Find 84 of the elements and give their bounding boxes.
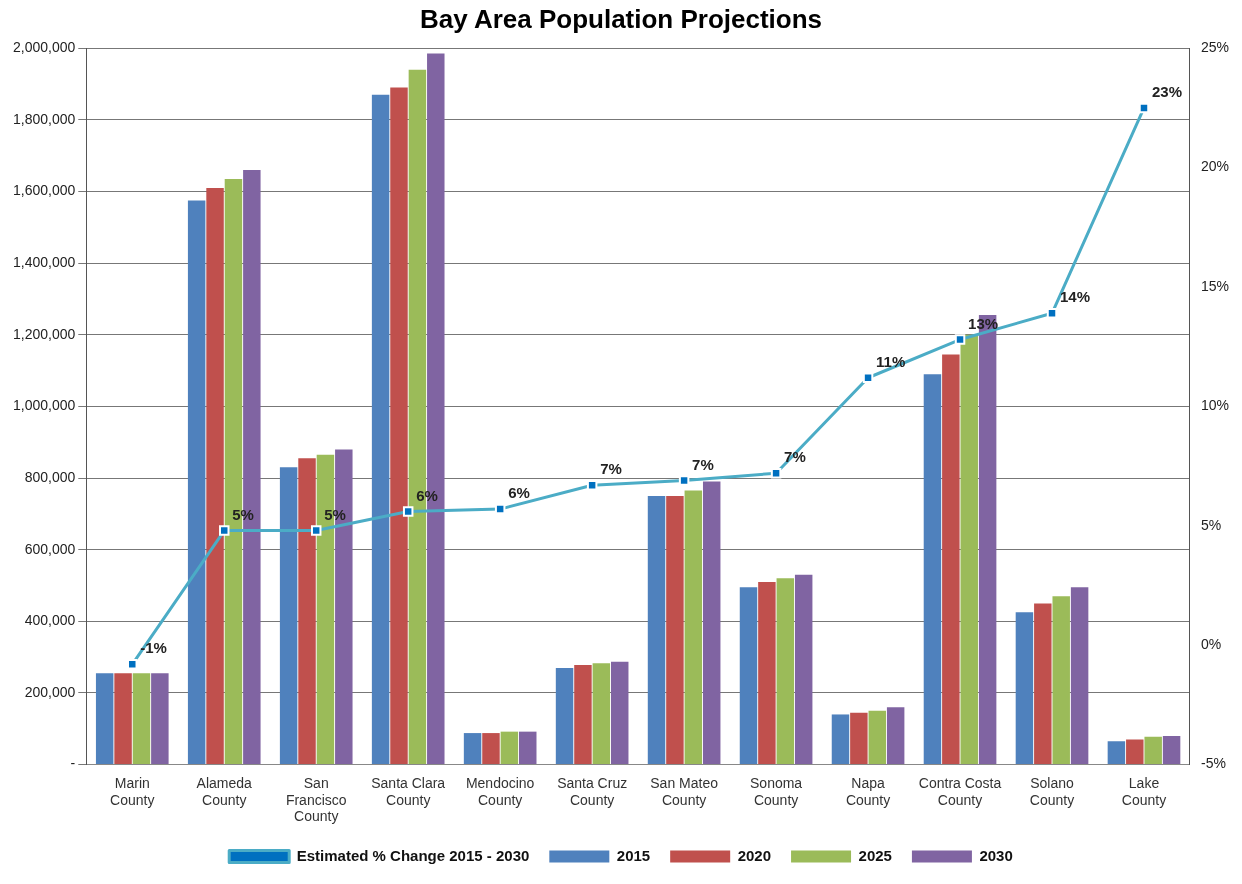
bar [666, 495, 684, 765]
bar [519, 731, 537, 765]
bar [1144, 736, 1162, 765]
x-tick-label: Alameda County [196, 774, 253, 808]
y-tick-label: 200,000 [24, 683, 76, 700]
bar [390, 87, 408, 765]
y2-tick-label: 10% [1200, 397, 1230, 414]
legend-label: 2025 [858, 846, 892, 864]
y2-tick-label: -5% [1200, 755, 1226, 772]
bar [831, 714, 850, 765]
y2-tick-label: 15% [1200, 277, 1230, 294]
bar [279, 467, 298, 765]
bar [1126, 739, 1144, 765]
bar [942, 354, 960, 765]
data-label: 7% [692, 455, 714, 473]
bar [1162, 735, 1181, 765]
chart-title: Bay Area Population Projections [419, 3, 823, 34]
y-tick-label: - [70, 755, 76, 772]
bar [482, 733, 500, 765]
x-tick-label: San Mateo County [650, 774, 719, 808]
x-tick-label: Solano County [1029, 774, 1075, 808]
bar [702, 481, 721, 765]
x-tick-label: Santa Cruz County [557, 774, 628, 808]
x-tick-label: Lake County [1121, 774, 1167, 808]
bar [739, 587, 758, 765]
data-label: 14% [1060, 288, 1091, 306]
bar [886, 707, 905, 765]
y-tick-label: 800,000 [24, 468, 76, 485]
bar [555, 667, 574, 765]
bar [371, 94, 390, 765]
bar [868, 710, 886, 765]
x-tick-label: Napa County [845, 774, 891, 808]
x-tick-label: Santa Clara County [371, 774, 446, 808]
y-tick-label: 600,000 [24, 540, 76, 557]
bar [463, 733, 482, 765]
legend-label: 2015 [616, 846, 651, 864]
bar [1107, 741, 1126, 765]
bar [187, 200, 206, 765]
bar [611, 661, 629, 765]
bar [114, 673, 132, 765]
x-tick-label: San Francisco County [285, 774, 347, 825]
x-tick-label: Marin County [110, 774, 155, 808]
y-tick-label: 1,400,000 [12, 253, 76, 270]
bar [923, 374, 942, 765]
y-tick-label: 1,000,000 [12, 397, 76, 414]
y2-tick-label: 25% [1200, 39, 1230, 56]
bar [684, 490, 703, 765]
bar [574, 665, 592, 765]
bar [132, 673, 151, 765]
data-label: 23% [1151, 83, 1183, 101]
bar [206, 187, 224, 765]
bar [758, 581, 776, 765]
data-label: 6% [508, 484, 530, 502]
bar [776, 578, 795, 765]
bar [850, 712, 868, 765]
bar [1034, 603, 1052, 765]
legend-label: 2030 [979, 846, 1013, 864]
y-tick-label: 400,000 [24, 612, 76, 629]
data-label: 11% [876, 352, 906, 370]
y2-tick-label: 0% [1200, 636, 1222, 653]
bar [1052, 596, 1070, 765]
y-tick-label: 1,200,000 [12, 325, 76, 342]
bar [960, 334, 978, 765]
x-tick-label: Mendocino County [465, 774, 535, 808]
y2-tick-label: 20% [1200, 158, 1230, 175]
y-tick-label: 2,000,000 [12, 39, 76, 56]
bar [1070, 587, 1089, 765]
legend-label: 2020 [737, 846, 772, 864]
bar [151, 673, 169, 765]
bar [794, 574, 813, 765]
y-tick-label: 1,600,000 [12, 182, 76, 199]
x-tick-label: Contra Costa County [918, 774, 1002, 808]
bar [592, 663, 611, 765]
y-tick-label: 1,800,000 [12, 110, 76, 127]
bar [1015, 612, 1034, 765]
bar [647, 495, 666, 765]
bar [95, 673, 114, 765]
data-label: 7% [600, 460, 622, 478]
bar [298, 458, 316, 765]
x-tick-label: Sonoma County [750, 774, 803, 808]
y2-tick-label: 5% [1200, 516, 1222, 533]
data-label: 6% [416, 486, 438, 504]
legend-label: Estimated % Change 2015 - 2030 [296, 846, 530, 864]
bar [500, 731, 519, 765]
